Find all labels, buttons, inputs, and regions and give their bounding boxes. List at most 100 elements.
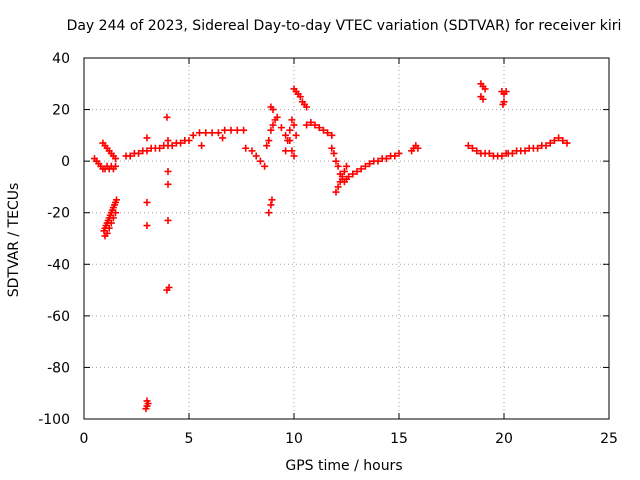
data-point [107,219,115,227]
data-point [198,142,206,150]
data-point [277,124,285,132]
x-axis-label: GPS time / hours [285,458,402,474]
data-point [315,124,323,132]
axis-ticks: 0 5 10 15 20 25 40 20 0 -20 -40 -60 -80 -100 [38,51,618,447]
data-point [113,196,121,204]
data-point [196,129,203,137]
data-point [263,142,271,150]
data-point [144,400,152,408]
y-tick-label: -60 [47,309,70,325]
data-point [135,149,143,157]
data-point [328,144,336,152]
data-point [208,129,216,137]
data-point [240,126,248,134]
data-point [332,157,340,165]
data-point [105,224,113,232]
plot-frame [83,57,610,420]
data-point [282,147,290,155]
data-point [382,155,390,163]
data-point [502,88,510,96]
data-point [282,131,290,139]
data-point [163,113,171,121]
data-point [292,131,300,139]
data-point [498,152,506,160]
data-point [563,139,571,147]
data-point [290,121,298,129]
data-point [336,178,344,186]
y-axis-label: SDTVAR / TECUs [6,183,22,298]
data-points [91,80,571,413]
data-point [534,144,542,152]
data-point [319,126,327,134]
data-point [479,95,487,103]
data-point [328,131,336,139]
data-point [185,137,193,145]
data-point [214,129,222,137]
data-point [311,121,319,129]
y-tick-label: -20 [47,206,70,222]
data-point [189,131,197,139]
data-point [391,152,399,160]
data-point [508,149,516,157]
data-point [288,116,296,124]
data-point [286,126,294,134]
x-tick-label: 15 [390,431,408,447]
data-point [340,167,348,175]
data-point [296,93,304,101]
y-tick-label: 0 [61,154,70,170]
data-point [366,160,374,168]
data-point [143,147,151,155]
y-tick-label: -80 [47,360,70,376]
chart-title: Day 244 of 2023, Sidereal Day-to-day VTE… [67,18,622,34]
y-tick-label: -100 [38,412,70,428]
x-tick-label: 10 [285,431,303,447]
data-point [550,137,558,145]
data-point [268,196,276,204]
data-point [485,149,493,157]
data-point [500,98,508,106]
data-point [112,209,119,217]
data-point [332,188,340,196]
data-point [559,137,567,145]
x-tick-label: 25 [600,431,618,447]
data-point [109,214,117,222]
data-point [265,137,273,145]
data-point [112,162,119,170]
y-tick-label: 40 [52,51,70,67]
data-point [288,147,296,155]
data-point [202,129,210,137]
data-point [269,121,277,129]
data-point [481,85,489,93]
x-tick-label: 5 [185,431,194,447]
data-point [303,121,311,129]
data-point [126,152,134,160]
data-point [349,170,357,178]
data-point [473,147,481,155]
data-point [269,106,277,114]
data-point [330,149,338,157]
data-point [164,137,172,145]
data-point [303,103,311,111]
data-point [164,180,172,188]
x-tick-label: 0 [80,431,89,447]
data-point [219,134,227,142]
data-point [112,155,119,163]
x-tick-label: 20 [495,431,513,447]
data-point [353,167,361,175]
data-point [256,157,264,165]
data-point [221,126,229,134]
data-point [143,198,151,206]
data-point [252,152,260,160]
data-point [324,129,332,137]
data-point [233,126,241,134]
data-point [290,152,298,160]
data-point [343,162,350,170]
data-point [395,149,403,157]
data-point [261,162,269,170]
data-point [265,209,273,217]
data-point [267,126,275,134]
data-point [284,137,292,145]
data-point [156,144,164,152]
data-point [338,173,346,181]
data-point [469,144,476,152]
